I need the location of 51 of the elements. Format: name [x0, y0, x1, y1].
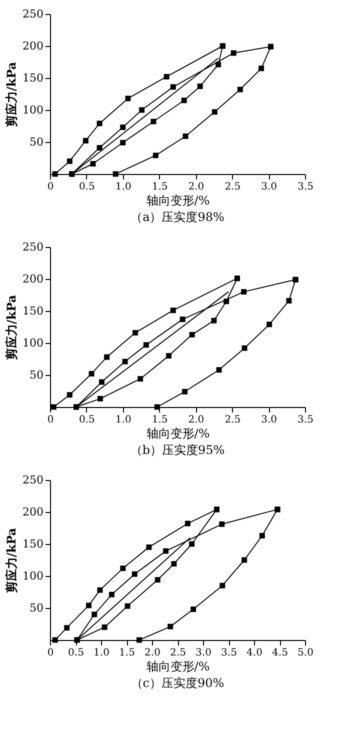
y-tick-label: 150: [22, 72, 44, 84]
text: （c）压实度90%: [130, 676, 224, 690]
x-tick-label: 0.5: [78, 414, 95, 426]
x-tick-label: 2.0: [188, 414, 204, 426]
y-tick-label: 150: [22, 304, 44, 318]
x-axis-title: 轴向变形/%: [146, 426, 210, 440]
x-tick-label: 2.5: [170, 648, 186, 658]
x-tick-label: 4.0: [246, 648, 262, 658]
x-axis-title: 轴向变形/%: [146, 660, 210, 674]
y-tick-label: 100: [22, 104, 44, 116]
x-tick-label: 1.5: [152, 182, 168, 192]
y-axis-title: 剪应力/kPa: [4, 62, 19, 128]
x-tick-label: 2.5: [224, 414, 241, 426]
y-tick-label: 50: [30, 602, 44, 614]
x-tick-label: 1.5: [152, 414, 168, 426]
x-tick-label: 3.5: [221, 648, 237, 658]
x-tick-label: 2.0: [144, 648, 160, 658]
x-tick-label: 0: [47, 648, 54, 658]
x-tick-label: 4.5: [272, 648, 288, 658]
text: （b）压实度95%: [130, 443, 225, 457]
y-axis-title: 剪应力/kPa: [4, 294, 19, 360]
y-tick-label: 200: [22, 272, 44, 286]
text: （a）压实度98%: [130, 210, 224, 224]
y-tick-label: 200: [22, 40, 44, 52]
y-axis-title: 剪应力/kPa: [4, 528, 19, 594]
y-tick-label: 150: [22, 538, 44, 550]
x-tick-label: 1.5: [119, 648, 135, 658]
x-tick-label: 1.0: [115, 182, 132, 192]
x-tick-label: 3.0: [261, 414, 278, 426]
x-tick-label: 2.0: [188, 182, 204, 192]
x-tick-label: 5.0: [298, 648, 314, 658]
x-tick-label: 2.5: [224, 182, 241, 192]
x-tick-label: 1.0: [115, 414, 132, 426]
x-tick-label: 3.0: [196, 648, 212, 658]
x-axis-title: 轴向变形/%: [146, 194, 210, 208]
y-tick-label: 250: [22, 474, 44, 486]
x-tick-label: 0.5: [78, 182, 95, 192]
x-tick-label: 3.5: [298, 182, 314, 192]
y-tick-label: 250: [22, 8, 44, 20]
x-tick-label: 3.0: [261, 182, 278, 192]
y-tick-label: 50: [30, 136, 44, 148]
x-tick-label: 0: [47, 182, 54, 192]
y-tick-label: 250: [22, 240, 44, 254]
y-tick-label: 100: [22, 336, 44, 350]
x-tick-label: 1.0: [94, 648, 110, 658]
y-tick-label: 200: [22, 506, 44, 518]
y-tick-label: 100: [22, 570, 44, 582]
x-tick-label: 0: [47, 414, 54, 426]
x-tick-label: 0.5: [68, 648, 84, 658]
x-tick-label: 3.5: [298, 414, 314, 426]
y-tick-label: 50: [30, 368, 44, 382]
